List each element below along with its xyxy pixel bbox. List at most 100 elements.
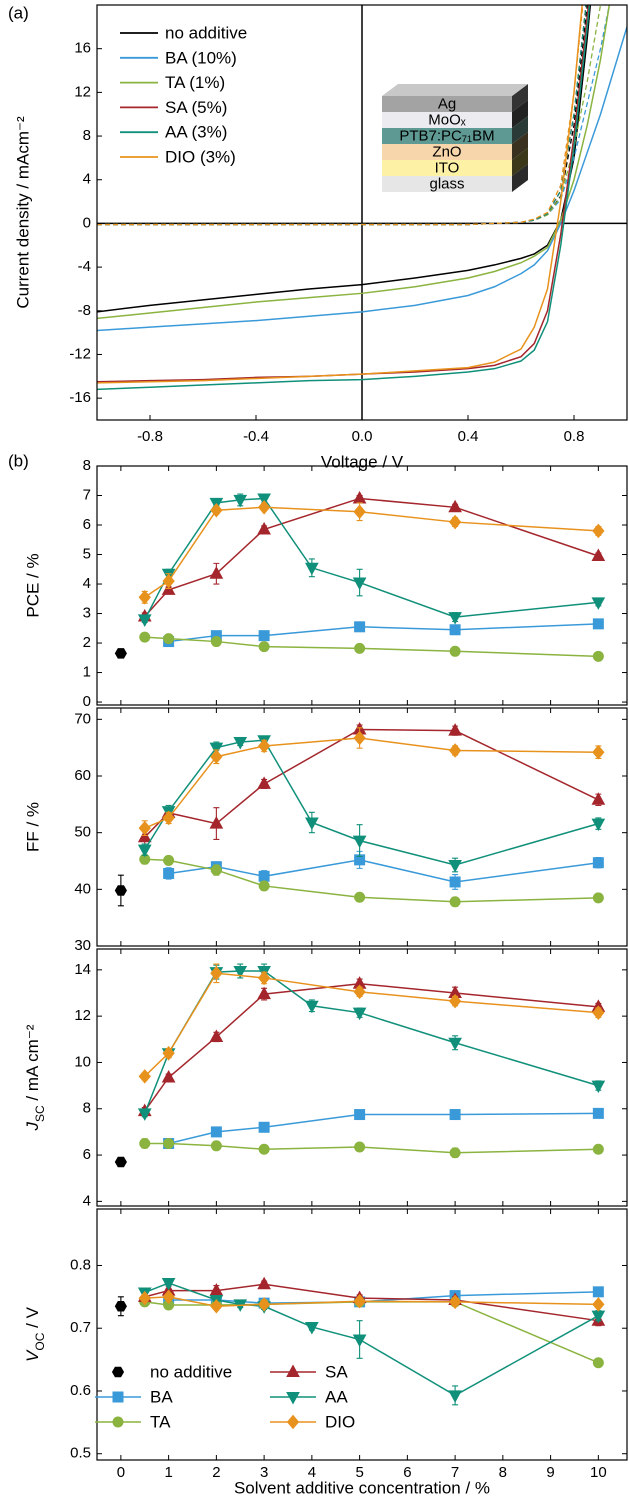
legend-label: BA (10%) (165, 48, 237, 67)
legend-label: AA (3%) (165, 123, 227, 142)
legend-marker (112, 1416, 124, 1428)
y-tick-label: 8 (83, 127, 91, 144)
marker (210, 864, 222, 876)
x-tick-label: 9 (546, 1464, 554, 1481)
y-tick-label: 60 (74, 767, 91, 784)
plot-frame (96, 465, 628, 706)
y-tick-label: 5 (83, 545, 91, 562)
marker (449, 1147, 461, 1159)
y-axis-label-part: V (23, 1349, 42, 1362)
marker (353, 1293, 366, 1309)
marker (257, 970, 271, 986)
panel-label: (b) (8, 451, 29, 470)
marker (139, 631, 151, 643)
x-tick-label: -0.8 (137, 428, 163, 445)
marker (257, 493, 271, 507)
marker (352, 1334, 367, 1348)
marker (592, 857, 604, 869)
y-axis-label: PCE / % (23, 553, 42, 617)
marker (305, 562, 319, 576)
y-axis-label: VOC / V (23, 1306, 47, 1362)
light-curve (97, 5, 583, 384)
marker (591, 792, 606, 805)
inset-layer-label: glass (429, 175, 464, 192)
marker (139, 1137, 151, 1149)
y-axis-label-part: / V (23, 1306, 42, 1332)
y-tick-label: 4 (83, 171, 91, 188)
marker (209, 566, 224, 579)
inset-layer-label: MoOₓ (428, 111, 466, 128)
marker (210, 1140, 222, 1152)
y-tick-label: 1 (83, 664, 91, 681)
marker (210, 749, 223, 765)
x-tick-label: -0.4 (243, 428, 269, 445)
inset-layer (382, 128, 512, 144)
inset-side (512, 164, 528, 192)
marker (448, 514, 462, 530)
marker (138, 590, 151, 605)
x-tick-label: 5 (355, 1464, 363, 1481)
marker (137, 1108, 152, 1121)
marker (209, 742, 224, 756)
y-axis-label-part: OC (33, 1332, 47, 1350)
marker (114, 648, 127, 659)
marker (352, 1007, 367, 1021)
marker (210, 1298, 223, 1314)
x-tick-label: 0.8 (564, 428, 585, 445)
marker (163, 633, 175, 645)
marker (352, 577, 367, 591)
panel-label: (a) (8, 3, 29, 22)
marker (591, 548, 606, 561)
marker (591, 1080, 606, 1094)
inset-layer-label: Ag (438, 95, 456, 112)
y-axis-label-part: / mA cm⁻² (23, 1024, 42, 1105)
marker (258, 1143, 270, 1155)
y-tick-label: 70 (74, 710, 91, 727)
y-tick-label: 7 (83, 486, 91, 503)
marker (353, 730, 366, 746)
marker (592, 1357, 604, 1369)
marker (161, 1278, 176, 1291)
marker (258, 870, 270, 882)
marker (163, 854, 175, 866)
y-tick-label: 6 (83, 516, 91, 533)
y-tick-label: 0.6 (70, 1382, 91, 1399)
marker (449, 624, 461, 636)
marker (352, 490, 367, 504)
legend-label: DIO (3%) (165, 147, 236, 166)
marker (257, 986, 271, 1000)
marker (592, 1005, 605, 1020)
y-tick-label: 0.7 (70, 1319, 91, 1336)
marker (257, 521, 271, 535)
light-curve (97, 5, 591, 391)
marker (592, 1297, 605, 1312)
marker (448, 743, 462, 758)
legend-label: BA (150, 1387, 173, 1406)
x-tick-label: 0 (117, 1464, 125, 1481)
marker (161, 1069, 176, 1083)
legend-marker (112, 1391, 124, 1403)
x-tick-label: 0.0 (352, 428, 373, 445)
marker (448, 993, 462, 1009)
inset-side (512, 116, 528, 144)
y-tick-label: 4 (83, 1192, 91, 1209)
marker (449, 645, 461, 657)
legend-marker (286, 1414, 300, 1430)
marker (592, 523, 605, 539)
marker (448, 723, 462, 736)
marker (592, 1143, 604, 1155)
legend-label: SA (5%) (165, 98, 227, 117)
x-tick-label: 10 (590, 1464, 607, 1481)
y-tick-label: 12 (74, 83, 91, 100)
y-tick-label: 40 (74, 880, 91, 897)
curves (97, 5, 627, 391)
marker (592, 892, 604, 904)
marker (258, 880, 270, 892)
y-tick-label: 0 (83, 693, 91, 710)
inset-layer (382, 144, 512, 160)
marker (233, 965, 248, 979)
x-tick-label: 6 (403, 1464, 411, 1481)
series-line (144, 506, 599, 598)
marker (137, 844, 152, 858)
